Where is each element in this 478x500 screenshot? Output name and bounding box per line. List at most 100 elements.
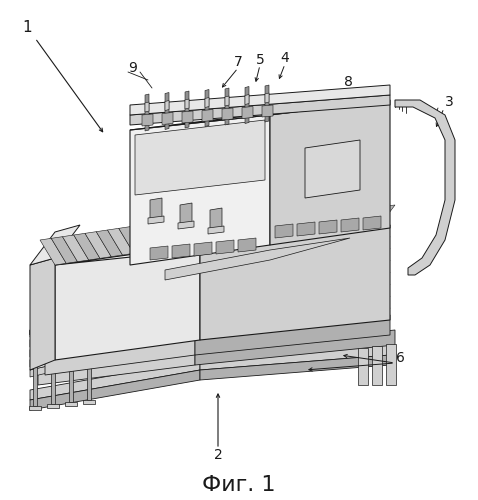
Polygon shape bbox=[395, 100, 455, 275]
Polygon shape bbox=[165, 100, 169, 110]
Polygon shape bbox=[30, 352, 98, 370]
Polygon shape bbox=[148, 216, 164, 224]
Text: 6: 6 bbox=[396, 351, 404, 365]
Polygon shape bbox=[195, 330, 395, 365]
Polygon shape bbox=[30, 325, 95, 347]
Polygon shape bbox=[130, 115, 270, 265]
Polygon shape bbox=[185, 91, 189, 128]
Polygon shape bbox=[182, 111, 193, 123]
Polygon shape bbox=[228, 219, 262, 241]
Text: 1: 1 bbox=[22, 20, 32, 36]
Polygon shape bbox=[30, 360, 200, 400]
Polygon shape bbox=[222, 108, 233, 120]
Polygon shape bbox=[238, 238, 256, 252]
Polygon shape bbox=[208, 226, 224, 234]
Polygon shape bbox=[304, 211, 338, 233]
Polygon shape bbox=[30, 342, 98, 360]
Polygon shape bbox=[372, 346, 382, 385]
Polygon shape bbox=[185, 99, 189, 109]
Polygon shape bbox=[30, 345, 95, 367]
Polygon shape bbox=[45, 335, 195, 375]
Polygon shape bbox=[205, 90, 209, 126]
Polygon shape bbox=[245, 86, 249, 124]
Polygon shape bbox=[40, 238, 66, 265]
Polygon shape bbox=[195, 315, 390, 355]
Polygon shape bbox=[178, 221, 194, 229]
Polygon shape bbox=[242, 106, 253, 118]
Polygon shape bbox=[162, 112, 173, 124]
Polygon shape bbox=[30, 370, 200, 410]
Polygon shape bbox=[265, 85, 269, 122]
Polygon shape bbox=[275, 224, 293, 238]
Polygon shape bbox=[305, 140, 360, 198]
Polygon shape bbox=[47, 326, 59, 330]
Polygon shape bbox=[266, 215, 300, 237]
Polygon shape bbox=[30, 258, 55, 370]
Polygon shape bbox=[130, 100, 390, 130]
Polygon shape bbox=[145, 102, 149, 112]
Polygon shape bbox=[341, 218, 359, 232]
Polygon shape bbox=[358, 348, 368, 385]
Polygon shape bbox=[319, 220, 337, 234]
Polygon shape bbox=[142, 114, 153, 126]
Polygon shape bbox=[29, 330, 41, 334]
Polygon shape bbox=[83, 400, 95, 404]
Polygon shape bbox=[96, 230, 122, 256]
Polygon shape bbox=[145, 228, 270, 260]
Polygon shape bbox=[180, 203, 192, 227]
Polygon shape bbox=[30, 225, 80, 265]
Polygon shape bbox=[225, 96, 229, 106]
Polygon shape bbox=[210, 208, 222, 232]
Polygon shape bbox=[297, 222, 315, 236]
Polygon shape bbox=[30, 335, 95, 357]
Polygon shape bbox=[130, 225, 156, 252]
Polygon shape bbox=[130, 95, 390, 125]
Polygon shape bbox=[200, 345, 390, 370]
Polygon shape bbox=[386, 344, 396, 385]
Polygon shape bbox=[205, 98, 209, 108]
Polygon shape bbox=[172, 244, 190, 258]
Polygon shape bbox=[108, 228, 134, 255]
Polygon shape bbox=[190, 223, 224, 245]
Polygon shape bbox=[38, 350, 195, 385]
Polygon shape bbox=[265, 93, 269, 103]
Polygon shape bbox=[245, 94, 249, 104]
Polygon shape bbox=[202, 110, 213, 122]
Polygon shape bbox=[200, 355, 390, 380]
Polygon shape bbox=[51, 236, 77, 264]
Text: 5: 5 bbox=[256, 53, 264, 67]
Polygon shape bbox=[216, 240, 234, 254]
Polygon shape bbox=[285, 213, 319, 235]
Polygon shape bbox=[45, 315, 390, 355]
Polygon shape bbox=[55, 225, 390, 265]
Polygon shape bbox=[145, 94, 149, 131]
Text: Фиг. 1: Фиг. 1 bbox=[202, 475, 276, 495]
Polygon shape bbox=[69, 326, 73, 402]
Text: 8: 8 bbox=[344, 75, 352, 89]
Text: 4: 4 bbox=[281, 51, 289, 65]
Polygon shape bbox=[247, 217, 281, 239]
Polygon shape bbox=[194, 242, 212, 256]
Polygon shape bbox=[30, 322, 98, 340]
Text: 2: 2 bbox=[214, 448, 222, 462]
Polygon shape bbox=[270, 213, 385, 240]
Polygon shape bbox=[29, 406, 41, 410]
Polygon shape bbox=[63, 235, 89, 262]
Text: 9: 9 bbox=[128, 61, 137, 75]
Polygon shape bbox=[47, 404, 59, 408]
Polygon shape bbox=[83, 318, 95, 322]
Polygon shape bbox=[270, 100, 390, 245]
Polygon shape bbox=[119, 226, 145, 254]
Polygon shape bbox=[164, 220, 190, 246]
Text: 7: 7 bbox=[234, 55, 242, 69]
Polygon shape bbox=[51, 330, 55, 404]
Polygon shape bbox=[74, 234, 100, 260]
Polygon shape bbox=[150, 198, 162, 222]
Polygon shape bbox=[130, 85, 390, 115]
Polygon shape bbox=[87, 322, 91, 400]
Polygon shape bbox=[85, 232, 111, 258]
Polygon shape bbox=[165, 238, 350, 280]
Polygon shape bbox=[30, 312, 98, 330]
Polygon shape bbox=[361, 205, 395, 227]
Polygon shape bbox=[152, 222, 179, 248]
